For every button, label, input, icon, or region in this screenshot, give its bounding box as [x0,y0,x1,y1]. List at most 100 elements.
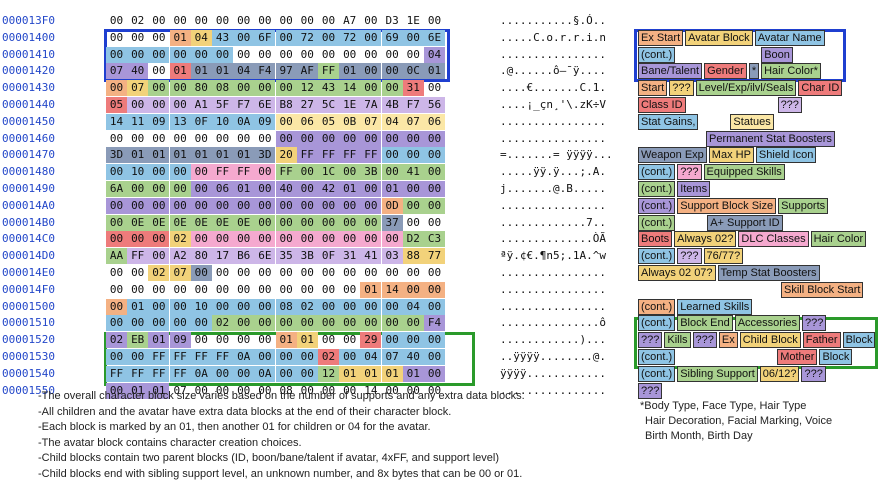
hex-byte: 01 [169,147,191,164]
field-label: Statues [730,113,774,130]
field-label: 76/77? [703,248,744,265]
hex-byte: 00 [321,282,336,296]
hex-byte: 02 [212,315,233,332]
hex-byte: 00 [339,197,361,214]
hex-byte: 69 [381,29,403,46]
ascii-text: ..ÿÿÿÿ........@. [500,350,606,363]
hex-byte: 6F [254,29,276,46]
hex-byte: 00 [275,29,297,46]
hex-byte: 0B [339,113,361,130]
hex-byte: 00 [300,383,314,397]
hex-byte: 00 [275,197,297,214]
hex-byte: 00 [190,231,212,248]
hex-byte: 00 [173,14,187,27]
hex-byte: 00 [318,231,339,248]
hex-byte: 0D [381,197,403,214]
hex-byte: 00 [321,333,336,347]
hex-byte: FF [190,349,212,365]
hex-byte: 0F [190,113,212,130]
hex-byte: 00 [275,214,297,231]
hex-byte: 5C [318,97,339,113]
hex-byte: 00 [406,215,420,229]
field-label: Boon [761,46,793,63]
label-row: (cont.) Mother Block [638,349,853,365]
hex-byte: 00 [233,231,255,248]
field-label: Mother [777,349,818,365]
hex-byte: FF [127,365,149,382]
hex-byte: 00 [402,281,424,298]
field-label: Hair Color [810,231,867,248]
hex-byte: 06 [424,113,445,130]
hex-byte: 00 [360,80,382,97]
hex-byte: FF [212,349,233,365]
hex-byte: 00 [254,231,276,248]
hex-byte: 01 [402,365,424,382]
hex-byte: 72 [339,29,361,46]
hex-byte: 00 [173,131,187,145]
label-row: Skill Block Start [781,281,864,298]
address: 000014D0 [2,249,55,263]
hex-byte: 00 [275,349,297,365]
hex-byte: 00 [424,164,445,181]
address: 00001520 [2,333,55,347]
hex-byte: 00 [148,46,170,63]
hex-byte: 00 [296,214,318,231]
address: 00001490 [2,182,55,195]
hex-byte: 00 [339,164,361,181]
hex-byte: 03 [381,248,403,265]
label-row: (cont.) Boon [638,46,793,63]
hex-byte: 06 [296,113,318,130]
hex-byte: 00 [339,130,361,147]
hex-byte: 00 [169,298,191,315]
hex-byte: 06 [212,181,233,197]
label-row: Stat Gains, Statues [638,113,774,130]
hex-byte: 00 [424,298,445,315]
field-label: Block End [677,315,733,332]
field-label: (cont.) [638,214,676,231]
field-label: (cont.) [638,298,676,315]
field-label: DLC Classes [738,231,809,248]
hex-byte: 01 [148,382,170,399]
note-line: -Child blocks end with sibling support l… [38,467,523,480]
hex-byte: 00 [148,97,170,113]
field-label: ??? [677,164,702,181]
hex-byte: 00 [169,197,191,214]
hex-byte: 01 [127,382,149,399]
field-label: A+ Support ID [707,214,783,231]
hex-byte: 3B [296,248,318,265]
hex-byte: 00 [424,349,445,365]
field-label: Char ID [798,80,843,97]
field-label: ??? [669,80,694,97]
hex-byte: 09 [169,332,191,349]
hex-byte: 01 [212,63,233,80]
hex-byte: 00 [215,14,230,27]
hex-byte: 00 [127,197,149,214]
hex-byte: 00 [237,333,251,347]
hex-byte: 00 [152,131,166,145]
hex-byte: 00 [237,266,251,279]
hex-byte: 00 [424,332,445,349]
hex-byte: 00 [106,382,127,399]
hex-byte: 00 [424,281,445,298]
hex-byte: 6A [106,181,127,197]
hex-byte: 00 [321,14,336,27]
field-label: ??? [692,332,717,349]
hex-byte: 13 [169,113,191,130]
address: 000013F0 [2,14,55,27]
label-row: Weapon Exp Max HP Shield Icon [638,147,817,164]
hex-byte: 00 [131,282,145,296]
hex-byte: 00 [258,333,272,347]
field-label: (cont.) [638,46,676,63]
hex-byte: 00 [343,333,357,347]
label-row: Bane/Talent Gender * Hair Color* [638,63,821,80]
hex-byte: 00 [190,181,212,197]
hex-byte: 00 [381,130,403,147]
hex-byte: 00 [427,215,442,229]
label-row: ??? Kills??? Ex Child Block Father Block [638,332,876,349]
address: 000014C0 [2,232,55,246]
hex-byte: F4 [254,63,276,80]
hex-byte: 00 [131,131,145,145]
hex-byte: 00 [152,282,166,296]
field-label: Block [842,332,876,349]
hex-byte: A1 [190,97,212,113]
